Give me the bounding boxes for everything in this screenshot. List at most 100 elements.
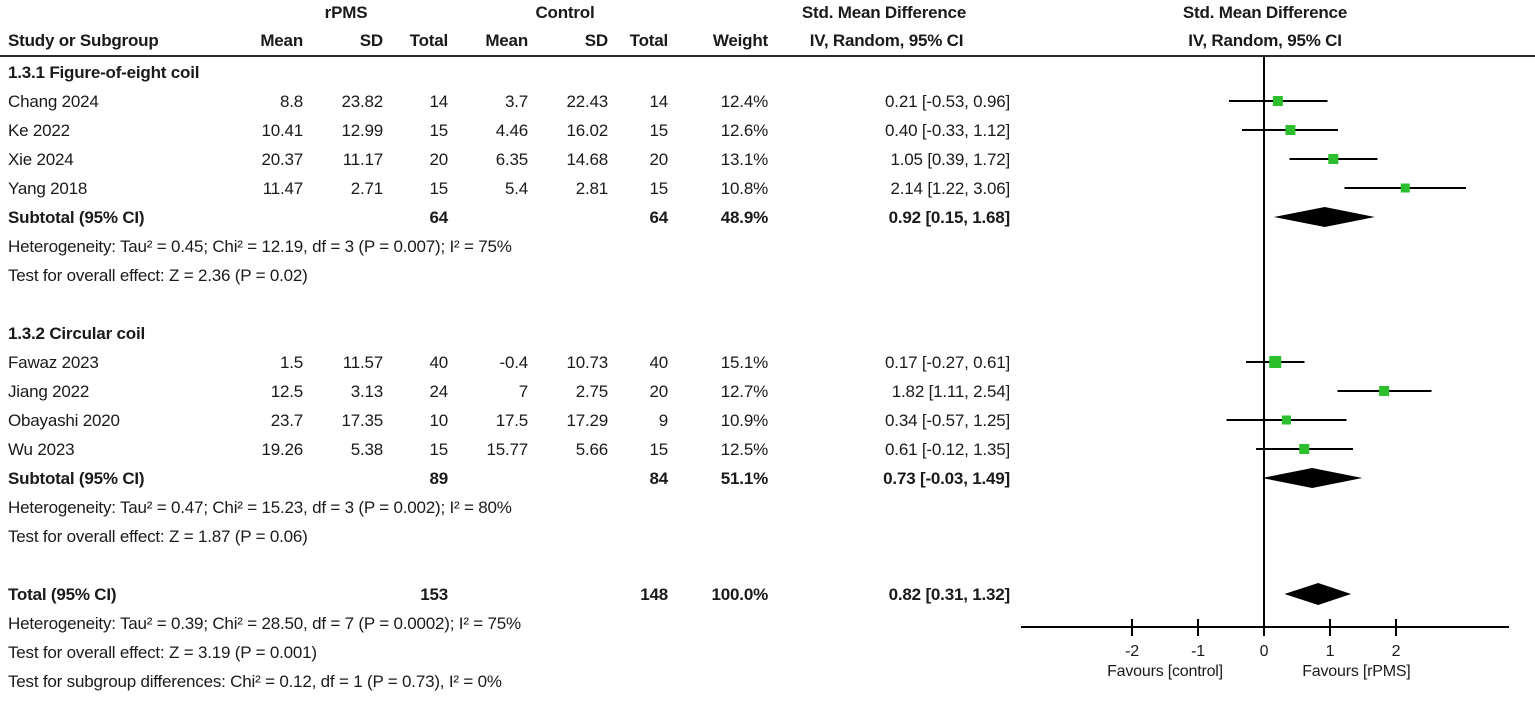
sd-rpms: 2.71: [350, 179, 383, 198]
col-header-sd-rpms: SD: [359, 31, 383, 50]
sd-control: 2.75: [575, 382, 608, 401]
note-row: Test for overall effect: Z = 1.87 (P = 0…: [0, 522, 1015, 551]
pooled-label: Subtotal (95% CI): [8, 469, 145, 488]
sd-rpms: 23.82: [341, 92, 383, 111]
header-divider: [0, 55, 1535, 57]
study-label: Obayashi 2020: [8, 411, 120, 430]
col-header-study: Study or Subgroup: [8, 31, 159, 50]
mean-rpms: 23.7: [270, 411, 303, 430]
col-header-total-control: Total: [629, 31, 669, 50]
subgroup-header-row: 1.3.2 Circular coil: [0, 319, 1015, 348]
total-control: 40: [649, 353, 668, 372]
study-label: Jiang 2022: [8, 382, 90, 401]
overall-effect-note: Test for overall effect: Z = 1.87 (P = 0…: [8, 527, 308, 546]
total-rpms: 64: [429, 208, 448, 227]
subtotal-diamond: [1273, 207, 1375, 227]
subtotal-row: Subtotal (95% CI) 89 84 51.1% 0.73 [-0.03, 1…: [0, 464, 1015, 493]
col-header-ci-plot: IV, Random, 95% CI: [1188, 31, 1342, 50]
effect-square-marker: [1400, 183, 1410, 193]
weight-value: 12.5%: [720, 440, 768, 459]
axis-tick-label: -1: [1191, 643, 1205, 660]
total-diamond: [1284, 583, 1352, 605]
ci-value: 0.17 [-0.27, 0.61]: [885, 353, 1010, 372]
sd-control: 17.29: [566, 411, 608, 430]
total-rpms: 15: [429, 179, 448, 198]
total-control: 148: [640, 585, 668, 604]
total-control: 9: [658, 411, 668, 430]
sd-rpms: 11.57: [342, 353, 383, 372]
study-row: Xie 2024 20.37 11.17 20 6.35 14.68 20 13.1% 1.05…: [0, 145, 1015, 174]
weight-value: 10.8%: [720, 179, 768, 198]
study-label: Wu 2023: [8, 440, 75, 459]
total-control: 20: [649, 150, 668, 169]
note-row: Test for overall effect: Z = 3.19 (P = 0…: [0, 638, 1015, 667]
note-row: Test for subgroup differences: Chi² = 0.…: [0, 667, 1015, 696]
weight-value: 15.1%: [720, 353, 768, 372]
total-control: 14: [649, 92, 668, 111]
total-control: 64: [649, 208, 668, 227]
heterogeneity-note: Heterogeneity: Tau² = 0.45; Chi² = 12.19…: [8, 237, 512, 256]
weight-value: 12.4%: [720, 92, 768, 111]
mean-control: 4.46: [495, 121, 528, 140]
effect-square-marker: [1328, 154, 1339, 164]
study-row: Ke 2022 10.41 12.99 15 4.46 16.02 15 12.6% 0.40 …: [0, 116, 1015, 145]
mean-control: -0.4: [499, 353, 529, 372]
ci-value: 1.05 [0.39, 1.72]: [890, 150, 1011, 169]
study-label: Chang 2024: [8, 92, 99, 111]
effect-square-marker: [1285, 125, 1296, 135]
mean-rpms: 10.41: [261, 121, 303, 140]
total-control: 20: [649, 382, 668, 401]
study-row: Yang 2018 11.47 2.71 15 5.4 2.81 15 10.8% 2.14 […: [0, 174, 1015, 203]
study-row: Jiang 2022 12.5 3.13 24 7 2.75 20 12.7% 1.82 [1.…: [0, 377, 1015, 406]
total-control: 15: [649, 179, 668, 198]
mean-control: 3.7: [504, 92, 528, 111]
axis-tick-label: 1: [1326, 643, 1335, 660]
weight-value: 12.6%: [720, 121, 768, 140]
smd-plot-header: Std. Mean Difference: [1182, 3, 1348, 22]
ci-value: 0.73 [-0.03, 1.49]: [883, 469, 1010, 488]
favours-rpms-label: Favours [rPMS]: [1302, 663, 1410, 680]
effect-square-marker: [1281, 415, 1291, 425]
subtotal-diamond: [1262, 468, 1363, 488]
subgroup-title: 1.3.1 Figure-of-eight coil: [8, 63, 200, 82]
weight-value: 10.9%: [720, 411, 768, 430]
study-row: Wu 2023 19.26 5.38 15 15.77 5.66 15 12.5% 0.61 […: [0, 435, 1015, 464]
sd-rpms: 11.17: [342, 150, 383, 169]
sd-control: 22.43: [566, 92, 608, 111]
sd-control: 16.02: [566, 121, 608, 140]
overall-effect-note: Test for overall effect: Z = 2.36 (P = 0…: [8, 266, 308, 285]
col-header-mean-control: Mean: [485, 31, 528, 50]
weight-value: 12.7%: [720, 382, 768, 401]
sd-rpms: 17.35: [341, 411, 383, 430]
total-rpms: 14: [429, 92, 448, 111]
mean-control: 5.4: [504, 179, 528, 198]
ci-value: 2.14 [1.22, 3.06]: [890, 179, 1011, 198]
mean-rpms: 19.26: [261, 440, 303, 459]
effect-square-marker: [1272, 96, 1283, 106]
heterogeneity-note: Heterogeneity: Tau² = 0.47; Chi² = 15.23…: [8, 498, 512, 517]
weight-value: 13.1%: [720, 150, 768, 169]
col-header-total-rpms: Total: [409, 31, 449, 50]
col-header-sd-control: SD: [584, 31, 608, 50]
smd-table-header: Std. Mean Difference: [801, 3, 967, 22]
mean-rpms: 20.37: [261, 150, 303, 169]
col-header-weight: Weight: [712, 31, 768, 50]
total-rpms: 153: [420, 585, 448, 604]
total-rpms: 89: [429, 469, 448, 488]
total-heterogeneity-note: Heterogeneity: Tau² = 0.39; Chi² = 28.50…: [8, 614, 521, 633]
ci-value: 0.92 [0.15, 1.68]: [888, 208, 1011, 227]
subtotal-row: Subtotal (95% CI) 64 64 48.9% 0.92 [0.15, 1.…: [0, 203, 1015, 232]
note-row: Heterogeneity: Tau² = 0.39; Chi² = 28.50…: [0, 609, 1015, 638]
ci-value: 1.82 [1.11, 2.54]: [891, 382, 1010, 401]
effect-square-marker: [1379, 386, 1390, 396]
sd-control: 10.73: [566, 353, 608, 372]
mean-control: 7: [518, 382, 528, 401]
mean-rpms: 8.8: [279, 92, 303, 111]
col-header-ci: IV, Random, 95% CI: [809, 31, 964, 50]
group-header-rpms: rPMS: [324, 3, 368, 22]
mean-rpms: 11.47: [262, 179, 303, 198]
note-row: Heterogeneity: Tau² = 0.45; Chi² = 12.19…: [0, 232, 1015, 261]
sd-rpms: 12.99: [341, 121, 383, 140]
sd-control: 14.68: [566, 150, 608, 169]
